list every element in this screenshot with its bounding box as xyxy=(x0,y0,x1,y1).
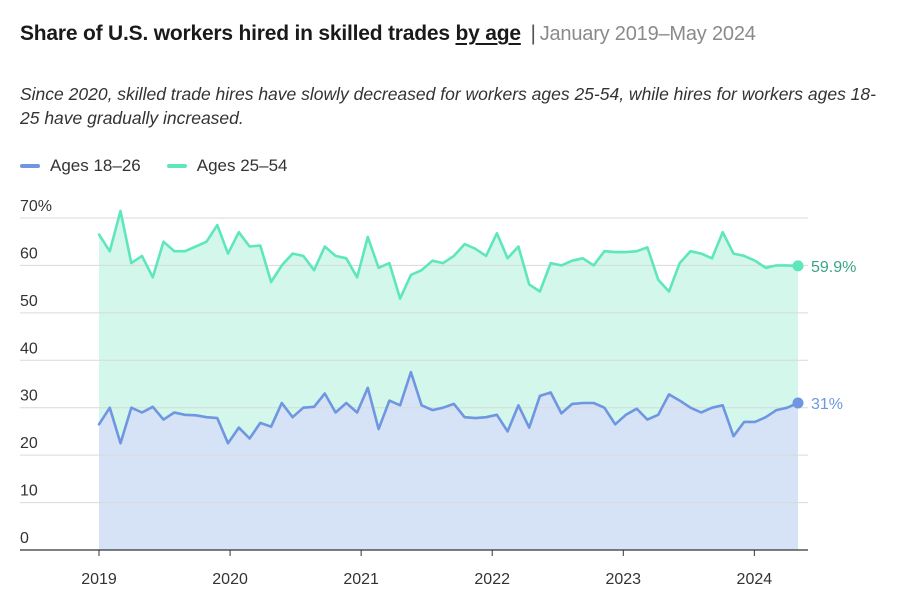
title-daterange: January 2019–May 2024 xyxy=(539,23,756,45)
legend-label-ages-18-26: Ages 18–26 xyxy=(50,156,141,175)
legend-item-ages-18-26[interactable]: Ages 18–26 xyxy=(20,156,141,176)
x-tick-label-2020: 2020 xyxy=(212,571,248,588)
area-ages-18-26 xyxy=(99,372,798,550)
y-tick-label-70: 70% xyxy=(20,198,52,215)
legend-item-ages-25-54[interactable]: Ages 25–54 xyxy=(166,156,288,176)
title-main: Share of U.S. workers hired in skilled t… xyxy=(20,22,450,45)
y-tick-label-40: 40 xyxy=(20,340,38,357)
line-ages-18-26 xyxy=(97,370,800,445)
y-tick-label-0: 0 xyxy=(20,530,29,547)
y-tick-label-20: 20 xyxy=(20,435,38,452)
chart-subtitle: Since 2020, skilled trade hires have slo… xyxy=(20,84,876,128)
endpoint-ages-18-26 xyxy=(792,397,804,409)
x-tick-label-2024: 2024 xyxy=(737,571,773,588)
end-label-ages-25-54: 59.9% xyxy=(811,259,856,276)
line-ages-25-54 xyxy=(97,209,800,300)
title-separator: | xyxy=(530,22,536,45)
chart-title: Share of U.S. workers hired in skilled t… xyxy=(20,22,756,46)
chart-legend: Ages 18–26 Ages 25–54 xyxy=(20,156,288,176)
legend-label-ages-25-54: Ages 25–54 xyxy=(196,156,288,175)
y-tick-label-60: 60 xyxy=(20,245,38,262)
legend-swatch-ages-18-26 xyxy=(20,164,40,168)
x-tick-label-2022: 2022 xyxy=(474,571,510,588)
x-tick-label-2021: 2021 xyxy=(343,571,379,588)
y-tick-label-10: 10 xyxy=(20,483,38,500)
legend-swatch-ages-25-54 xyxy=(166,164,187,168)
endpoint-ages-25-54 xyxy=(792,260,804,272)
x-tick-label-2019: 2019 xyxy=(81,571,117,588)
y-tick-label-30: 30 xyxy=(20,388,38,405)
y-tick-label-50: 50 xyxy=(20,293,38,310)
end-label-ages-18-26: 31% xyxy=(811,396,843,413)
title-underline[interactable]: by age xyxy=(455,22,521,45)
x-tick-label-2023: 2023 xyxy=(605,571,641,588)
